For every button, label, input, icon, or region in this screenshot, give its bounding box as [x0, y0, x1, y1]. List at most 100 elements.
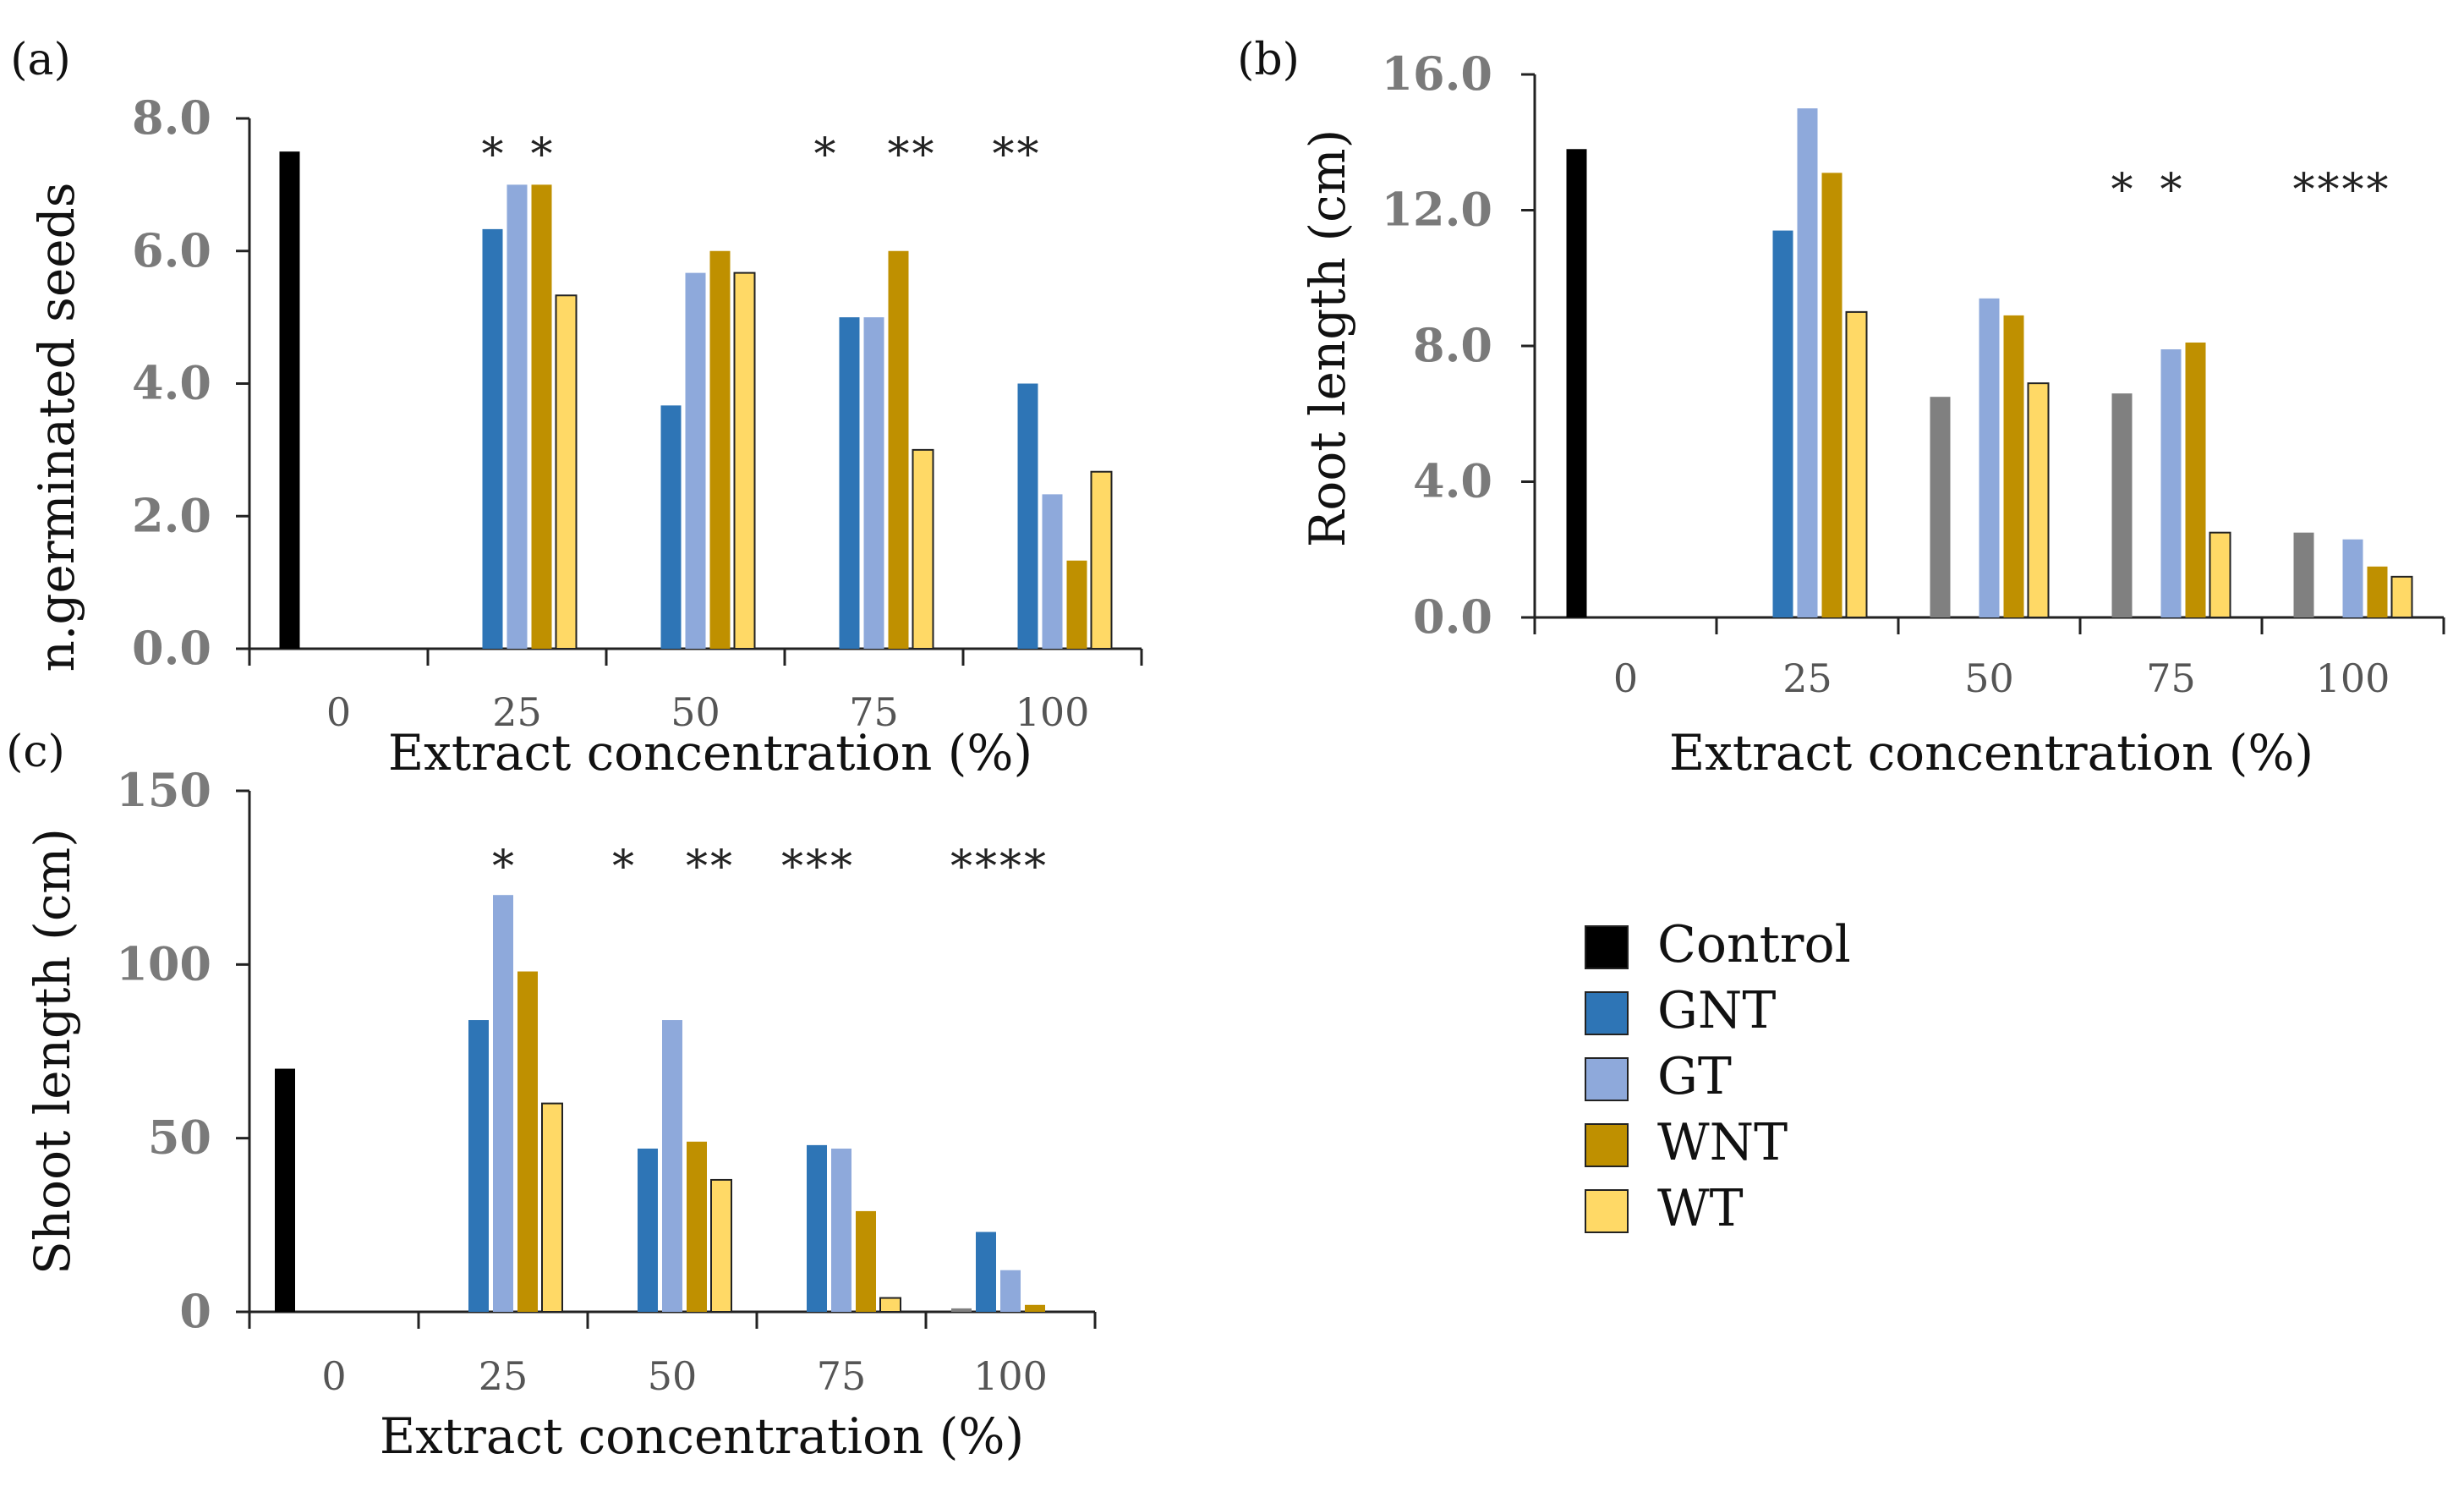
x-tick-label: 50 — [671, 689, 720, 735]
legend-swatch-wnt — [1585, 1123, 1629, 1167]
x-tick-label: 0 — [326, 689, 351, 735]
significance-star: * — [2111, 165, 2133, 216]
x-tick-label: 0 — [321, 1353, 346, 1399]
bar-wnt-25 — [531, 184, 552, 649]
legend-label-wt: WT — [1657, 1179, 1744, 1238]
panel-label: (a) — [10, 35, 71, 85]
bar-gt-100 — [2342, 539, 2363, 617]
y-tick-label: 8.0 — [1413, 318, 1492, 372]
x-tick-label: 100 — [2316, 655, 2390, 701]
bar-gnt-25 — [482, 228, 503, 649]
bar-wnt-75 — [856, 1210, 876, 1312]
bar-control-50 — [1930, 397, 1951, 617]
bar-wnt-25 — [517, 971, 538, 1312]
significance-star: * — [1024, 842, 1046, 892]
significance-star: * — [2160, 165, 2182, 216]
bar-wnt-75 — [2185, 342, 2206, 617]
bar-wt-25 — [541, 1102, 563, 1313]
bar-gt-75 — [831, 1148, 851, 1312]
bar-gt-75 — [863, 317, 884, 649]
x-tick-label: 75 — [849, 689, 899, 735]
legend-label-gt: GT — [1657, 1047, 1732, 1106]
bar-control-100 — [951, 1308, 972, 1312]
bar-gnt-100 — [1017, 383, 1038, 649]
y-tick-label: 16.0 — [1381, 47, 1492, 101]
bar-gt-25 — [506, 184, 528, 649]
panel-label: (c) — [6, 727, 65, 777]
y-tick-label: 4.0 — [132, 356, 211, 410]
bar-gt-50 — [1979, 298, 2000, 617]
significance-star: * — [806, 842, 828, 892]
y-tick-label: 0.0 — [1413, 590, 1492, 644]
legend-label-gnt: GNT — [1657, 981, 1776, 1040]
panel-label: (b) — [1237, 35, 1300, 85]
x-tick-label: 50 — [648, 1353, 698, 1399]
bar-gnt-25 — [468, 1020, 489, 1312]
bar-gt-25 — [1797, 108, 1818, 617]
y-tick-label: 0.0 — [132, 621, 211, 675]
y-tick-label: 2.0 — [132, 488, 211, 542]
y-tick-label: 4.0 — [1413, 454, 1492, 508]
x-axis-title: Extract concentration (%) — [388, 724, 1032, 782]
x-tick-label: 25 — [492, 689, 542, 735]
significance-star: * — [975, 842, 997, 892]
bar-wnt-100 — [1066, 560, 1087, 649]
significance-star: * — [999, 842, 1021, 892]
bar-control-100 — [2293, 532, 2314, 617]
y-axis-title: Shoot length (cm) — [24, 828, 81, 1275]
bar-wt-75 — [912, 448, 934, 650]
bar-wt-100 — [2390, 575, 2413, 618]
significance-star: * — [1017, 129, 1039, 180]
x-tick-label: 25 — [1782, 655, 1832, 701]
bar-wnt-50 — [2003, 315, 2024, 617]
significance-star: * — [482, 129, 504, 180]
panel-b: (b)0.04.08.012.016.00 25 50 75 100* * * * * *Extr… — [1237, 35, 2445, 782]
bar-wt-50 — [733, 272, 756, 650]
bar-control-0 — [1566, 149, 1587, 617]
bar-wnt-75 — [888, 250, 909, 649]
significance-star: * — [950, 842, 972, 892]
significance-star: * — [2367, 165, 2389, 216]
y-tick-label: 6.0 — [132, 223, 211, 277]
bar-gnt-25 — [1772, 230, 1793, 617]
significance-star: * — [993, 129, 1015, 180]
legend-swatch-gt — [1585, 1057, 1629, 1101]
bar-control-0 — [279, 151, 300, 649]
legend-swatch-wt — [1585, 1189, 1629, 1233]
significance-star: * — [710, 842, 732, 892]
bar-control-75 — [2111, 393, 2133, 617]
significance-star: * — [781, 842, 803, 892]
bar-wt-50 — [710, 1178, 732, 1313]
bar-gnt-75 — [839, 317, 860, 649]
bar-gt-50 — [685, 272, 706, 649]
bar-gt-75 — [2160, 349, 2182, 617]
x-tick-label: 100 — [973, 1353, 1048, 1399]
bar-gnt-50 — [660, 405, 682, 649]
bar-wt-75 — [2209, 531, 2231, 618]
significance-star: * — [888, 129, 910, 180]
bar-wnt-100 — [1025, 1304, 1045, 1312]
significance-star: * — [912, 129, 934, 180]
x-axis-title: Extract concentration (%) — [1669, 724, 2313, 782]
significance-star: * — [814, 129, 836, 180]
bar-wnt-50 — [687, 1141, 707, 1312]
x-tick-label: 100 — [1016, 689, 1090, 735]
y-tick-label: 150 — [116, 763, 211, 817]
bar-gnt-50 — [638, 1148, 658, 1312]
bar-wt-25 — [1845, 310, 1868, 618]
legend-label-control: Control — [1657, 915, 1851, 974]
x-axis-title: Extract concentration (%) — [380, 1407, 1024, 1465]
y-tick-label: 50 — [148, 1111, 211, 1165]
significance-star: * — [2293, 165, 2315, 216]
x-tick-label: 75 — [2146, 655, 2196, 701]
y-tick-label: 8.0 — [132, 91, 211, 145]
significance-star: * — [686, 842, 708, 892]
legend-swatch-control — [1585, 925, 1629, 969]
y-tick-label: 100 — [116, 936, 211, 990]
bar-control-0 — [275, 1068, 295, 1312]
bar-gnt-75 — [807, 1144, 827, 1312]
x-tick-label: 0 — [1613, 655, 1638, 701]
bar-gt-50 — [662, 1020, 682, 1312]
x-tick-label: 25 — [479, 1353, 528, 1399]
